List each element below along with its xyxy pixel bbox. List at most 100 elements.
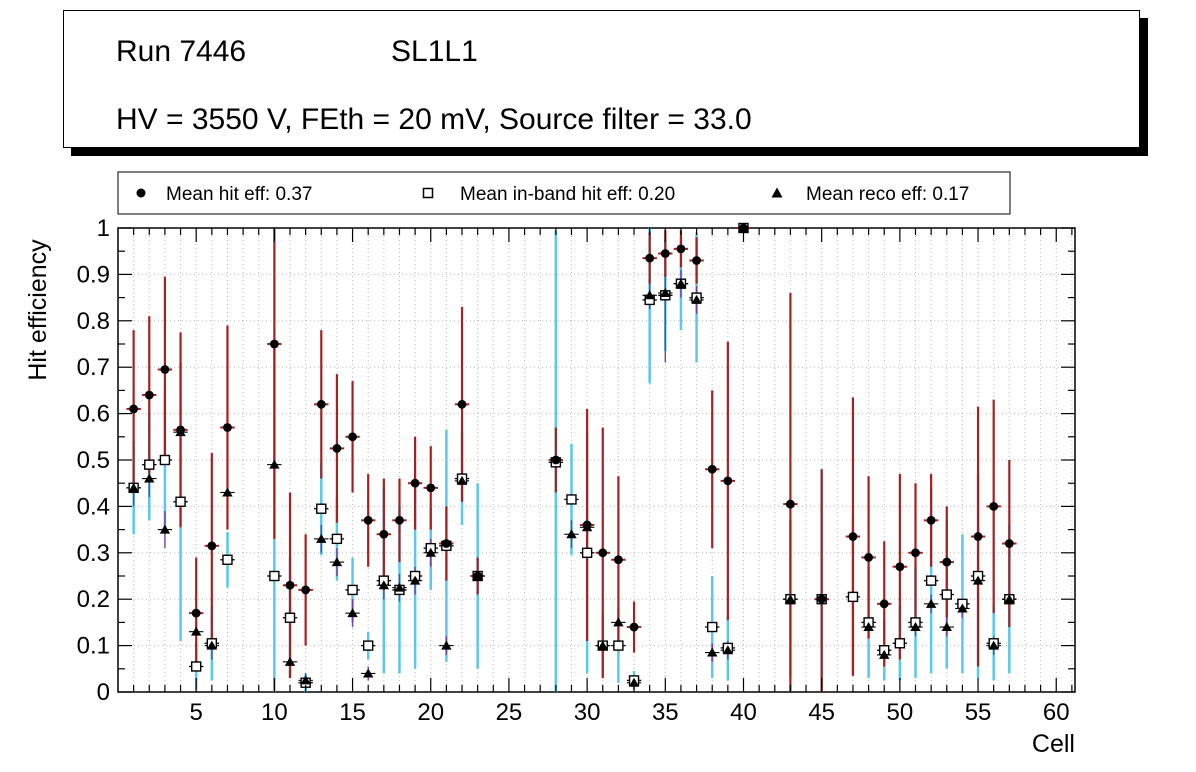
hit-marker <box>707 464 717 474</box>
layer-label: SL1L1 <box>391 35 478 68</box>
x-tick-label: 35 <box>652 699 679 726</box>
inband-marker <box>175 496 186 507</box>
open-square-icon <box>422 187 434 199</box>
inband-marker <box>925 575 937 586</box>
inband-marker <box>222 554 233 565</box>
y-tick-label: 0.6 <box>77 401 110 428</box>
inband-marker <box>847 591 859 603</box>
hit-marker <box>410 478 420 488</box>
hit-marker <box>926 515 936 525</box>
hit-marker <box>598 548 608 558</box>
legend: Mean hit eff: 0.37 Mean in-band hit eff:… <box>117 171 1011 215</box>
axis-ticks <box>118 227 1075 693</box>
run-label: Run 7446 <box>116 35 247 68</box>
reco-marker <box>722 645 734 655</box>
reco-marker <box>472 571 483 580</box>
hit-marker <box>144 390 154 400</box>
reco-marker <box>863 622 874 632</box>
hit-marker <box>551 455 561 465</box>
hit-marker <box>895 562 905 572</box>
inband-marker <box>269 570 280 582</box>
x-tick-label: 60 <box>1043 699 1070 726</box>
hit-marker <box>973 532 983 541</box>
reco-marker <box>159 524 171 534</box>
reco-marker <box>738 223 749 232</box>
y-tick-label: 0.3 <box>77 540 110 567</box>
hit-marker <box>285 580 295 590</box>
reco-marker <box>628 677 640 687</box>
hit-marker <box>629 622 639 632</box>
legend-box <box>117 171 1011 215</box>
reco-marker <box>566 529 577 539</box>
reco-marker <box>675 278 687 288</box>
reco-marker <box>941 622 952 632</box>
x-tick-label: 45 <box>808 699 835 726</box>
hit-marker <box>348 432 357 442</box>
reco-marker <box>988 640 999 650</box>
reco-marker <box>456 475 468 485</box>
reco-marker <box>425 547 436 557</box>
reco-marker <box>378 580 390 590</box>
reco-marker <box>190 626 202 636</box>
x-tick-label: 50 <box>887 699 914 726</box>
reco-marker <box>925 598 937 608</box>
reco-marker <box>206 640 218 650</box>
y-axis-title: Hit efficiency <box>24 239 52 381</box>
y-tick-label: 0.5 <box>77 447 110 474</box>
hit-marker <box>660 249 670 258</box>
hit-marker <box>848 532 858 541</box>
x-tick-label: 20 <box>417 699 444 726</box>
inband-marker <box>316 503 327 514</box>
inband-marker <box>894 638 906 649</box>
reco-marker <box>175 427 186 437</box>
hit-marker <box>223 423 232 432</box>
reco-marker <box>1004 594 1015 604</box>
reco-marker <box>972 575 984 585</box>
hit-marker <box>129 404 139 414</box>
hit-marker <box>207 541 217 551</box>
x-tick-label: 55 <box>965 699 992 726</box>
filled-triangle-icon <box>771 187 783 198</box>
reco-marker <box>409 575 421 585</box>
inband-marker <box>159 454 171 466</box>
hit-marker <box>332 444 342 453</box>
hit-marker <box>817 594 827 604</box>
x-tick-label: 30 <box>574 699 601 726</box>
data-markers <box>128 222 1015 688</box>
x-tick-label: 40 <box>730 699 757 726</box>
reco-marker <box>957 603 968 613</box>
reco-marker <box>331 557 343 567</box>
y-tick-label: 0.7 <box>77 354 110 381</box>
y-tick-label: 0.9 <box>77 261 110 288</box>
reco-marker <box>879 649 890 659</box>
reco-marker <box>613 617 624 627</box>
inband-marker <box>613 640 624 651</box>
inband-marker <box>707 621 718 633</box>
inband-marker <box>941 589 952 600</box>
hit-marker <box>269 339 279 349</box>
y-tick-label: 0.4 <box>77 493 110 520</box>
reco-marker <box>222 487 233 497</box>
hit-marker <box>379 529 389 539</box>
x-axis-title: Cell <box>1032 730 1075 758</box>
inband-marker <box>284 612 296 623</box>
inband-marker <box>331 533 343 545</box>
y-tick-label: 0.1 <box>77 633 110 660</box>
reco-marker <box>316 533 327 543</box>
hit-marker <box>879 599 889 609</box>
reco-marker <box>300 675 311 685</box>
hit-marker <box>989 502 999 511</box>
hit-marker <box>426 483 436 493</box>
title-box: Run 7446 SL1L1 HV = 3550 V, FEth = 20 mV… <box>63 10 1140 148</box>
reco-marker <box>581 522 593 532</box>
inband-error-bars <box>126 227 1017 692</box>
hit-marker <box>395 515 404 525</box>
hit-marker <box>786 499 795 509</box>
hit-marker <box>645 253 655 263</box>
reco-marker <box>691 294 702 304</box>
x-tick-label: 25 <box>496 699 523 726</box>
conditions-label: HV = 3550 V, FEth = 20 mV, Source filter… <box>116 103 752 136</box>
reco-marker <box>284 656 296 666</box>
inband-marker <box>581 547 593 558</box>
